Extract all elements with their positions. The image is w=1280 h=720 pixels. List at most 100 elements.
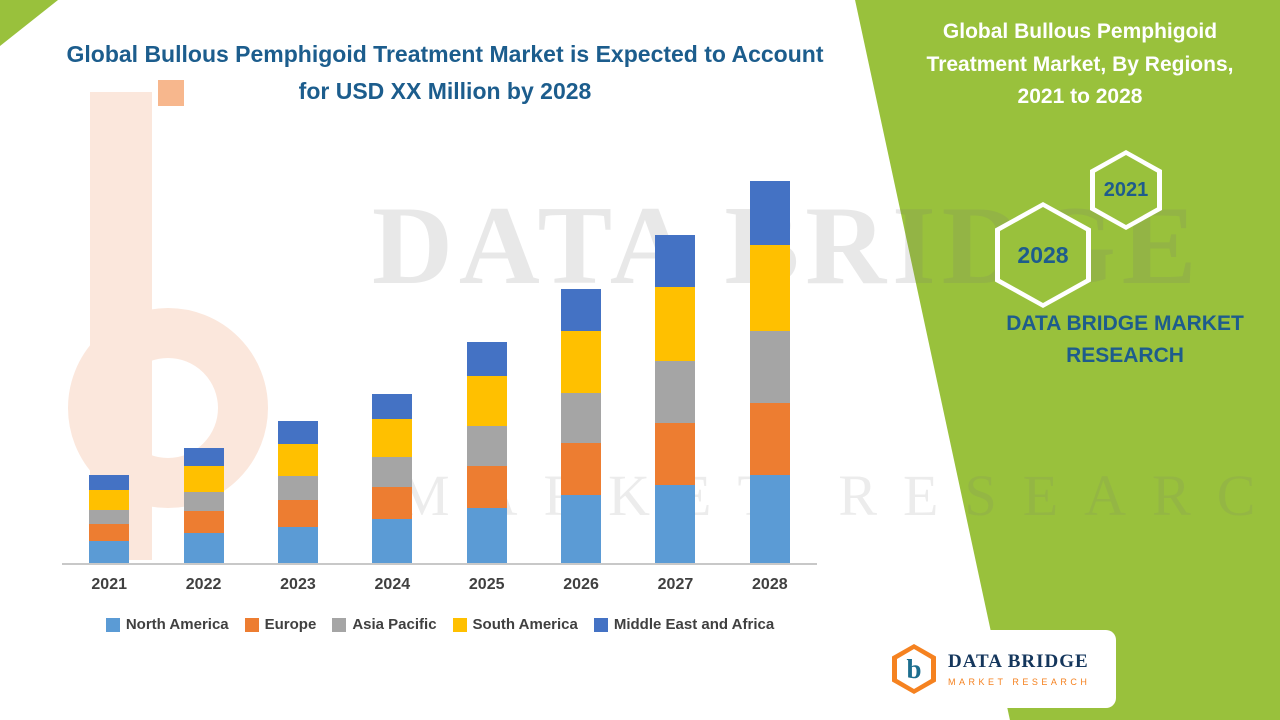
bar-segment: [183, 492, 224, 511]
bar-segment: [749, 245, 790, 331]
bar-segment: [749, 181, 790, 245]
bar-segment: [749, 331, 790, 403]
bar-segment: [89, 524, 130, 541]
bar-segment: [277, 500, 318, 527]
legend-label: Middle East and Africa: [613, 616, 775, 633]
watermark-subtext: MARKET RESEARCH: [398, 463, 1280, 528]
legend-label: Europe: [264, 616, 317, 633]
bar-segment: [89, 510, 130, 524]
bar-segment: [749, 475, 790, 563]
legend-swatch: [593, 617, 608, 632]
x-axis-label: 2025: [468, 576, 505, 593]
bar-stack-2023: [277, 421, 318, 563]
x-axis-label: 2023: [280, 576, 316, 593]
bar-stack-2021: [89, 475, 130, 563]
bar-segment: [372, 519, 413, 563]
bar-segment: [466, 508, 507, 563]
brand-logo-icon: b: [892, 644, 936, 694]
bar-segment: [372, 394, 413, 419]
bar-segment: [561, 331, 602, 393]
x-axis-label: 2024: [374, 576, 411, 593]
bar-column-2022: [156, 448, 250, 563]
bar-segment: [372, 419, 413, 457]
bar-segment: [655, 235, 696, 287]
bar-segment: [372, 457, 413, 487]
legend-item: Europe: [244, 616, 317, 633]
bar-column-2028: [723, 181, 817, 563]
bar-stack-2026: [561, 289, 602, 563]
hexagon-2021-label: 2021: [1103, 178, 1149, 201]
bar-segment: [749, 403, 790, 475]
brand-logo-letter: b: [897, 649, 931, 689]
bar-stack-2027: [655, 235, 696, 563]
legend-swatch: [244, 617, 259, 632]
x-axis-label: 2027: [657, 576, 694, 593]
bar-segment: [183, 448, 224, 466]
bar-segment: [466, 466, 507, 508]
legend-label: South America: [472, 616, 578, 633]
bar-stack-2028: [749, 181, 790, 563]
chart-title-line1: Global Bullous Pemphigoid Treatment Mark…: [66, 41, 824, 67]
bar-segment: [89, 490, 130, 510]
brand-logo-name: DATA BRIDGE: [948, 651, 1089, 672]
bar-stack-2022: [183, 448, 224, 563]
x-axis-labels: 2021 2022 2023 2024 2025 2026 2027 2028: [62, 576, 817, 594]
legend-swatch: [105, 617, 120, 632]
legend: North America Europe Asia Pacific South Ame…: [40, 616, 840, 633]
watermark-logo-dot: [158, 80, 184, 106]
bar-segment: [89, 475, 130, 490]
hexagon-2021-inner: 2021: [1095, 155, 1157, 225]
brand-logo-text: DATA BRIDGE MARKET RESEARCH: [948, 651, 1090, 687]
bar-segment: [466, 376, 507, 426]
bar-column-2021: [62, 475, 156, 563]
chart-title-line2: for USD XX Million by 2028: [298, 77, 592, 104]
corner-accent-triangle: [0, 0, 58, 46]
brand-logo-subtitle: MARKET RESEARCH: [948, 677, 1091, 687]
bar-column-2026: [534, 289, 628, 563]
bar-segment: [655, 423, 696, 485]
bar-segment: [466, 426, 507, 466]
legend-item: Asia Pacific: [332, 616, 437, 633]
chart-plot: [62, 160, 817, 565]
bar-segment: [655, 485, 696, 563]
bar-segment: [466, 342, 507, 376]
bar-stack-2024: [372, 394, 413, 563]
x-axis-label: 2026: [563, 576, 599, 593]
bar-segment: [277, 476, 318, 500]
bar-segment: [183, 511, 224, 533]
chart-title: Global Bullous Pemphigoid Treatment Mark…: [50, 36, 840, 110]
legend-label: North America: [125, 616, 229, 633]
legend-swatch: [452, 617, 467, 632]
panel-brand-text: DATA BRIDGE MARKET RESEARCH: [1006, 312, 1244, 367]
brand-logo-card: b DATA BRIDGE MARKET RESEARCH: [878, 630, 1116, 708]
bar-segment: [372, 487, 413, 519]
bar-stack-2025: [466, 342, 507, 563]
x-axis-label: 2022: [185, 576, 222, 593]
hexagon-2028-inner: 2028: [1000, 207, 1086, 303]
watermark-brand-logo: [62, 80, 382, 580]
legend-swatch: [332, 617, 347, 632]
x-axis-label: 2021: [91, 576, 127, 593]
bar-segment: [561, 393, 602, 443]
bar-segment: [561, 443, 602, 495]
panel-title: Global Bullous Pemphigoid Treatment Mark…: [926, 20, 1234, 109]
hexagon-2028-label: 2028: [1017, 241, 1069, 268]
legend-item: Middle East and Africa: [593, 616, 775, 633]
legend-item: North America: [105, 616, 229, 633]
bar-column-2027: [628, 235, 722, 563]
bar-segment: [655, 287, 696, 361]
bar-column-2024: [345, 394, 439, 563]
bar-segment: [89, 541, 130, 563]
bar-column-2023: [251, 421, 345, 563]
bar-segment: [561, 495, 602, 563]
bar-segment: [277, 444, 318, 476]
legend-label: Asia Pacific: [352, 616, 437, 633]
bar-segment: [561, 289, 602, 331]
bar-segment: [183, 466, 224, 492]
x-axis-label: 2028: [752, 576, 788, 593]
legend-item: South America: [452, 616, 578, 633]
bar-segment: [655, 361, 696, 423]
bar-segment: [277, 421, 318, 444]
bar-segment: [183, 533, 224, 563]
bar-segment: [277, 527, 318, 563]
